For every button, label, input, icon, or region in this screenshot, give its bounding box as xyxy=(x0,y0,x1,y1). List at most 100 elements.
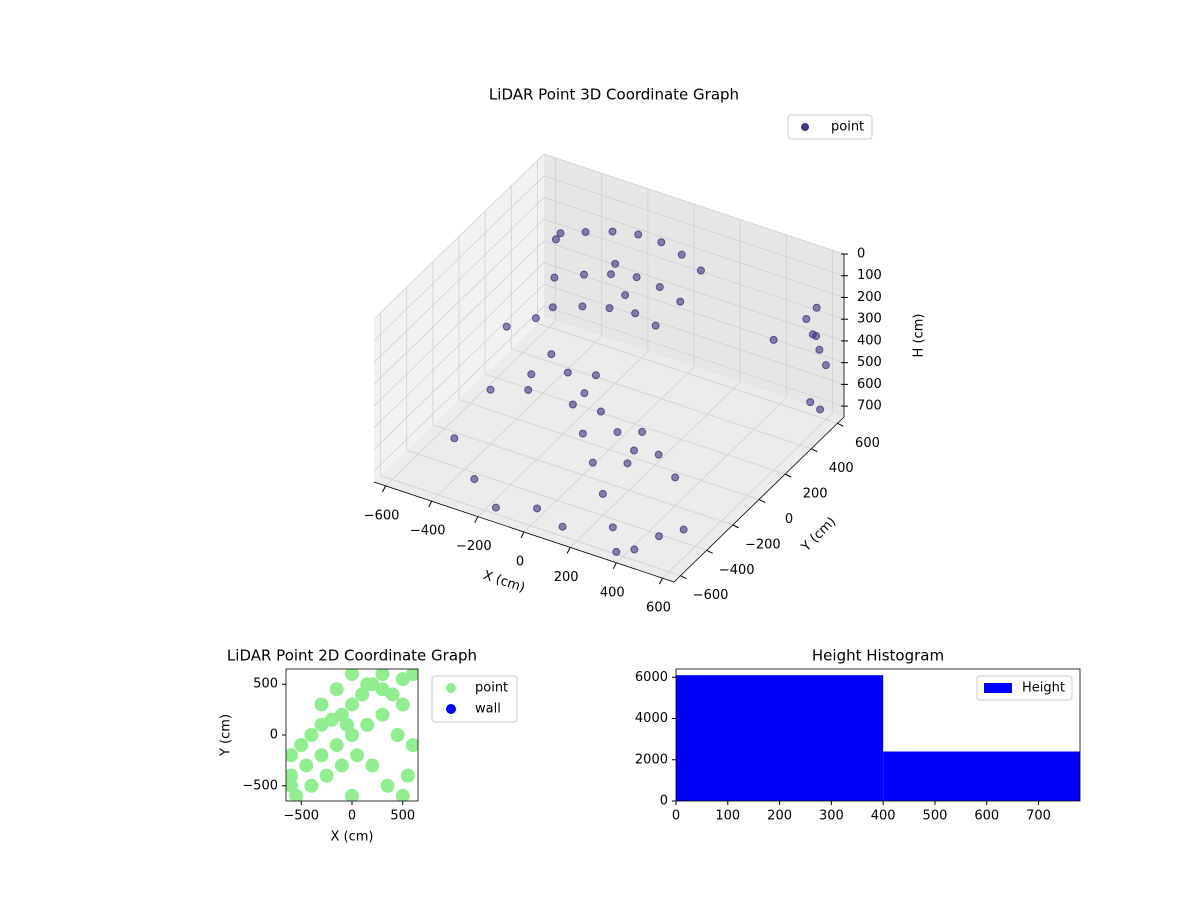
point xyxy=(596,407,605,416)
x-tick-label: −500 xyxy=(283,809,319,824)
z-tick-label: 300 xyxy=(857,312,882,327)
x-tick-label: 400 xyxy=(871,809,896,824)
x-tick-label: 300 xyxy=(819,809,844,824)
grid-line xyxy=(543,284,845,385)
point xyxy=(550,273,559,282)
plot-frame xyxy=(675,668,1081,802)
point xyxy=(806,398,815,407)
grid-line xyxy=(485,373,786,475)
point xyxy=(375,669,390,682)
legend-label: point xyxy=(475,681,508,696)
point xyxy=(812,303,821,312)
x-tick-label: 100 xyxy=(715,809,740,824)
point xyxy=(580,389,589,398)
histogram-bar xyxy=(883,751,1080,801)
y-axis xyxy=(673,416,845,583)
point xyxy=(395,697,410,712)
point xyxy=(651,321,660,330)
point xyxy=(502,322,511,331)
point xyxy=(329,682,344,697)
y-tick-label: 0 xyxy=(270,728,278,743)
x-tick-label: 200 xyxy=(554,570,579,585)
histogram-bar xyxy=(676,675,884,801)
point xyxy=(286,748,299,763)
legend-marker xyxy=(446,683,456,693)
point xyxy=(314,697,329,712)
x-tick-label: −200 xyxy=(456,539,492,554)
grid-line xyxy=(373,284,545,450)
point xyxy=(380,778,395,793)
point xyxy=(769,335,778,344)
point xyxy=(360,717,375,732)
y-tick-label: 400 xyxy=(829,461,854,476)
point xyxy=(630,545,639,554)
point xyxy=(551,235,560,244)
y-tick-label: −200 xyxy=(745,537,781,552)
tick-mark xyxy=(784,473,792,478)
grid-line xyxy=(543,262,845,364)
point xyxy=(450,434,459,443)
x-tick-label: −400 xyxy=(410,524,446,539)
point xyxy=(632,273,641,282)
x-tick-label: 600 xyxy=(646,601,671,616)
y-tick-label: 2000 xyxy=(635,752,668,767)
point xyxy=(654,450,663,459)
point xyxy=(631,309,640,318)
point xyxy=(533,504,542,513)
z-tick-label: 400 xyxy=(857,333,882,348)
point xyxy=(563,368,572,377)
chart-title: LiDAR Point 3D Coordinate Graph xyxy=(489,86,739,104)
point xyxy=(547,350,556,359)
y-tick-label: 0 xyxy=(660,794,668,809)
grid-line xyxy=(543,175,845,277)
tick-mark xyxy=(428,501,433,508)
point xyxy=(623,459,632,468)
tick-mark xyxy=(659,577,663,585)
tick-mark xyxy=(680,575,687,580)
point xyxy=(591,371,600,380)
point xyxy=(821,361,830,370)
point xyxy=(816,405,825,414)
x-tick-label: 0 xyxy=(672,809,680,824)
point xyxy=(329,738,344,753)
point xyxy=(491,503,500,512)
y-axis-label: Y (cm) xyxy=(798,514,839,555)
y-tick-label: 0 xyxy=(785,512,793,527)
point xyxy=(405,738,418,753)
grid-line xyxy=(537,322,838,424)
legend-label: wall xyxy=(475,702,501,717)
point xyxy=(580,270,588,279)
point xyxy=(345,697,359,712)
x-tick-label: 600 xyxy=(974,809,999,824)
point xyxy=(578,429,587,438)
tick-mark xyxy=(732,524,740,529)
grid-line xyxy=(543,197,845,298)
point xyxy=(621,291,630,300)
point xyxy=(556,229,565,238)
z-tick-label: 700 xyxy=(857,399,882,414)
point xyxy=(676,297,685,306)
grid-line xyxy=(373,153,545,320)
z-tick-label: 500 xyxy=(857,355,882,370)
x-axis xyxy=(373,481,675,583)
point xyxy=(486,385,495,394)
point xyxy=(339,717,354,732)
point xyxy=(657,238,666,247)
chart-title: Height Histogram xyxy=(812,647,944,665)
point xyxy=(345,669,359,682)
y-tick-label: −500 xyxy=(242,778,278,793)
tick-mark xyxy=(612,562,617,569)
point xyxy=(304,778,319,793)
point xyxy=(334,758,349,773)
y-tick-label: 4000 xyxy=(635,711,668,726)
grid-line xyxy=(373,197,545,363)
point xyxy=(395,788,410,801)
legend-label: Height xyxy=(1022,681,1065,696)
grid-line xyxy=(543,305,845,407)
grid-line xyxy=(380,475,681,577)
x-tick-label: 200 xyxy=(767,809,792,824)
tick-mark xyxy=(706,549,713,554)
point xyxy=(350,748,365,763)
tick-mark xyxy=(811,448,818,453)
